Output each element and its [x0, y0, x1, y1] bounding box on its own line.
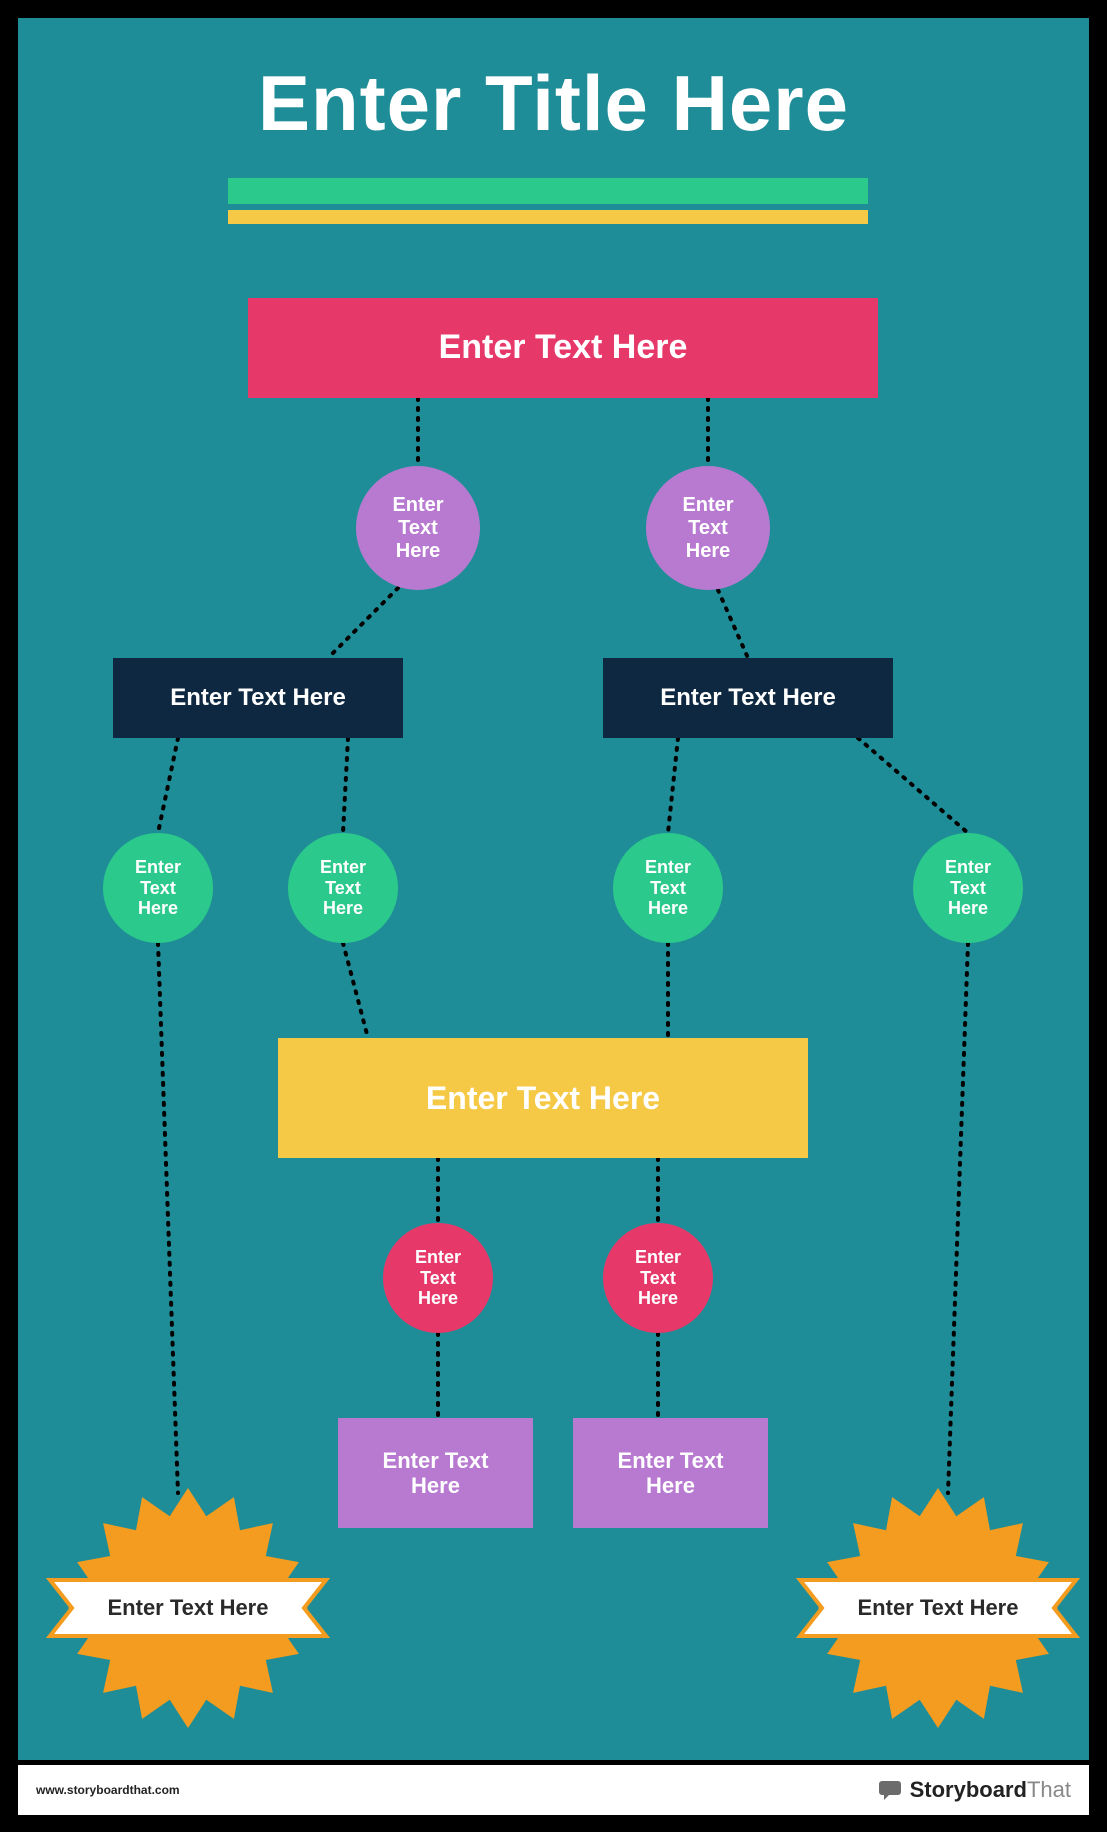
footer-bar: www.storyboardthat.com StoryboardThat: [18, 1765, 1089, 1815]
flow-edge: [858, 738, 968, 833]
flow-node-circle: Enter Text Here: [913, 833, 1023, 943]
flow-node-rect: Enter Text Here: [113, 658, 403, 738]
flow-node-circle: Enter Text Here: [383, 1223, 493, 1333]
flow-node-rect: Enter Text Here: [573, 1418, 768, 1528]
flow-node-rect: Enter Text Here: [603, 658, 893, 738]
footer-brand-light: That: [1027, 1777, 1071, 1802]
flow-edge: [328, 588, 398, 658]
flow-edge: [158, 943, 178, 1493]
flow-node-circle: Enter Text Here: [646, 466, 770, 590]
badge-label: Enter Text Here: [72, 1580, 304, 1636]
flow-node-circle: Enter Text Here: [288, 833, 398, 943]
flow-node-rect: Enter Text Here: [248, 298, 878, 398]
footer-url: www.storyboardthat.com: [36, 1783, 180, 1797]
page: Enter Title HereEnter Text HereEnter Tex…: [0, 0, 1107, 1832]
flow-edge: [948, 943, 968, 1493]
flow-node-circle: Enter Text Here: [603, 1223, 713, 1333]
flow-edge: [343, 738, 348, 833]
flow-edge: [668, 738, 678, 833]
flow-edge: [158, 738, 178, 833]
badge-label: Enter Text Here: [822, 1580, 1054, 1636]
footer-brand-strong: Storyboard: [910, 1777, 1027, 1802]
flow-edge: [718, 590, 748, 658]
flow-node-circle: Enter Text Here: [613, 833, 723, 943]
footer-brand: StoryboardThat: [878, 1777, 1071, 1803]
speech-bubble-icon: [878, 1779, 904, 1801]
flow-node-rect: Enter Text Here: [338, 1418, 533, 1528]
flow-node-circle: Enter Text Here: [103, 833, 213, 943]
flow-node-circle: Enter Text Here: [356, 466, 480, 590]
flow-node-rect: Enter Text Here: [278, 1038, 808, 1158]
poster-canvas: Enter Title HereEnter Text HereEnter Tex…: [18, 18, 1089, 1760]
flow-edge: [343, 943, 368, 1038]
